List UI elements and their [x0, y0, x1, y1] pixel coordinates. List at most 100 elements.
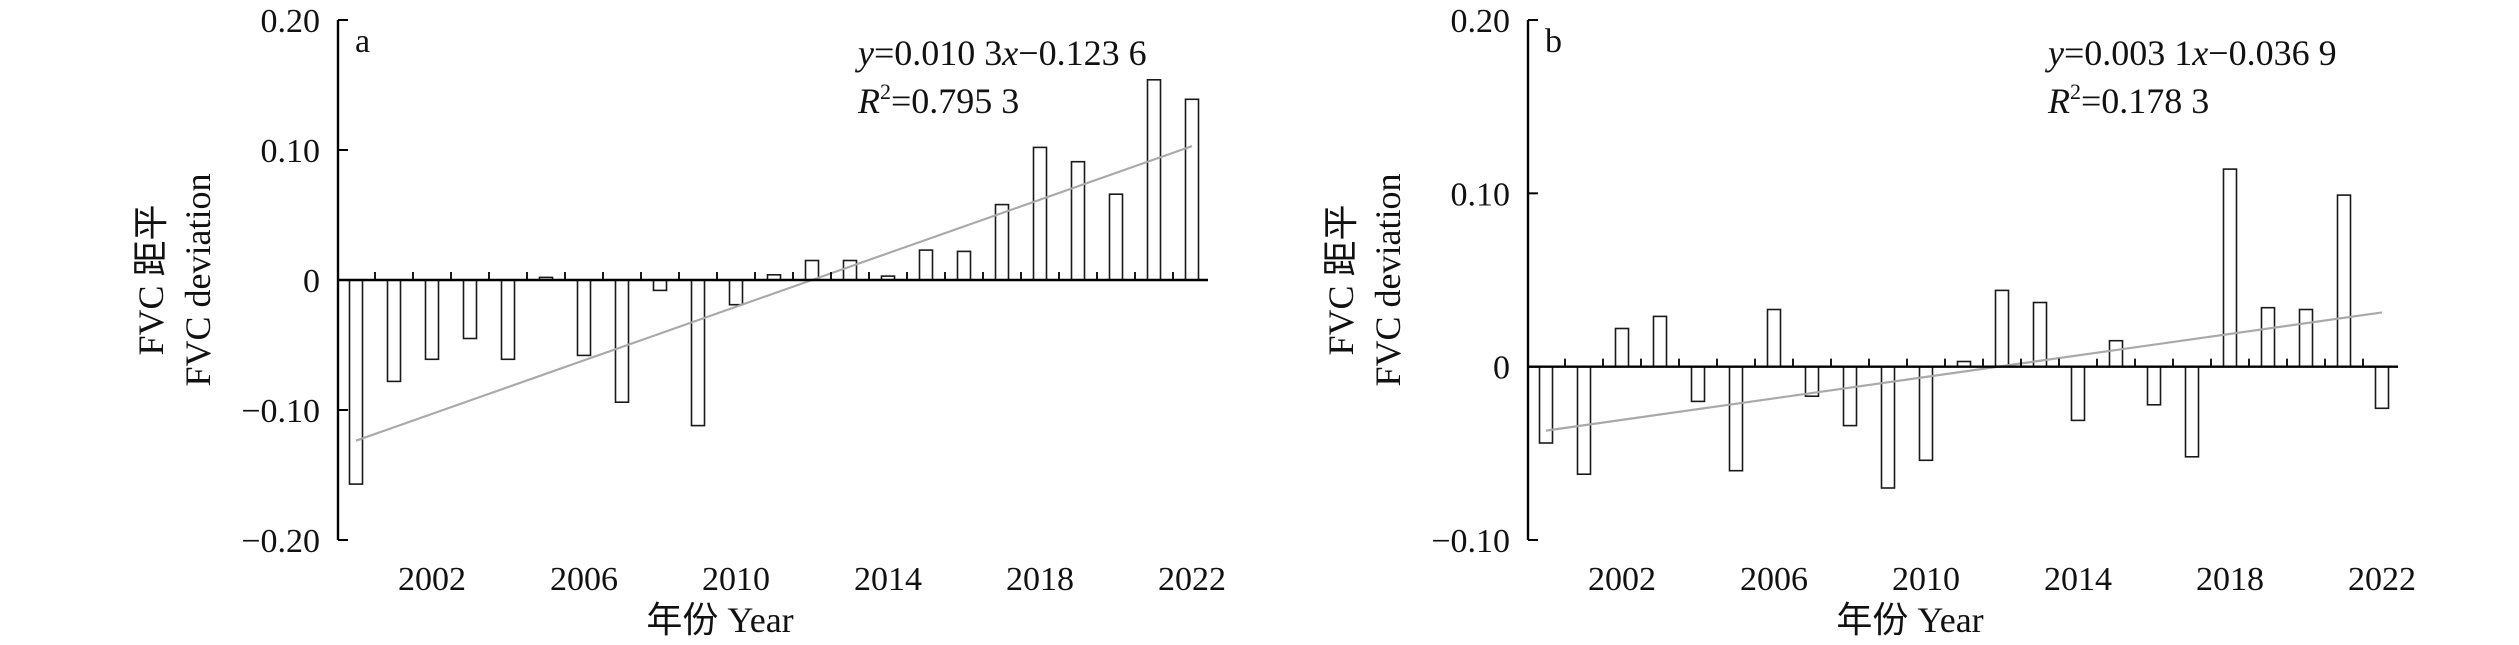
- panel-a-bar-2009: [690, 279, 706, 427]
- panel-b-y-tick-labels: −0.10 0 0.10 0.20: [1431, 3, 1510, 560]
- panel-b-eq-slope: =0.003 1: [2064, 33, 2192, 73]
- panel-a-bar-2016: [956, 250, 972, 281]
- panel-a-y-tick-label: −0.20: [241, 523, 320, 560]
- panel-a-bar-2018: [1032, 146, 1048, 281]
- panel-b-bar-2022: [2374, 365, 2390, 410]
- panel-b-label: b: [1545, 23, 1562, 60]
- panel-b-xlabel: 年份 Year: [1836, 600, 1983, 640]
- panel-b-y-tick-label: −0.10: [1431, 523, 1510, 560]
- panel-a-bar-2007: [614, 279, 630, 403]
- panel-a-bar-2015: [918, 249, 934, 281]
- panel-a-bar-2001: [386, 279, 402, 383]
- panel-a-bar-2000: [348, 279, 364, 485]
- panel-b-bar-2015: [2108, 339, 2124, 368]
- panel-a-r2: R2=0.795 3: [857, 79, 1019, 121]
- panel-b-bar-2000: [1538, 365, 1554, 444]
- panel-b-x-tick-label: 2002: [1588, 561, 1656, 598]
- panel-b-bar-2021: [2336, 194, 2352, 368]
- panel-b-y-tick-label: 0.10: [1451, 176, 1511, 213]
- panel-b-bar-2008: [1842, 365, 1858, 427]
- panel-b-x-tick-label: 2014: [2044, 561, 2112, 598]
- panel-a-bar-2022: [1184, 98, 1200, 281]
- panel-b-bar-2012: [1994, 289, 2010, 368]
- panel-a-bar-2004: [500, 279, 516, 361]
- panel-b-r2-value: =0.178 3: [2081, 81, 2209, 121]
- panel-b-bar-2010: [1918, 365, 1934, 462]
- panel-b-ylabel-cn: FVC 距平: [1321, 204, 1361, 355]
- panel-a-bar-2012: [804, 259, 820, 281]
- panel-a-y-tick-label: 0.10: [261, 133, 321, 170]
- panel-a-bar-2010: [728, 279, 744, 306]
- panel-b-bar-2016: [2146, 365, 2162, 406]
- panel-a-x-tick-label: 2010: [702, 561, 770, 598]
- panel-a: −0.20 −0.10 0 0.10 0.20 2002 2006 2010 2014 2018…: [131, 3, 1226, 640]
- panel-a-y-tick-label: −0.10: [241, 393, 320, 430]
- panel-b-bar-2014: [2070, 365, 2086, 422]
- panel-b-x-tick-labels: 2002 2006 2010 2014 2018 2022: [1588, 561, 2416, 598]
- panel-a-y-tick-label: 0.20: [261, 3, 321, 40]
- panel-a-trend-line: [355, 145, 1193, 442]
- panel-b-r2-sup: 2: [2070, 79, 2081, 104]
- panel-a-bars: [348, 79, 1200, 485]
- panel-b-x-tick-label: 2018: [2196, 561, 2264, 598]
- panel-b-bar-2001: [1576, 365, 1592, 476]
- panel-a-eq-y: y: [855, 33, 874, 73]
- panel-a-y-ticks: [338, 19, 348, 541]
- panel-b-eq-y: y: [2045, 33, 2064, 73]
- panel-b-y-ticks: [1528, 19, 1538, 541]
- panel-b-bar-2017: [2184, 365, 2200, 458]
- panel-b-ylabel-en: FVC deviation: [1368, 174, 1408, 387]
- panel-a-eq-x: x: [1001, 33, 1018, 73]
- panel-b-x-tick-label: 2022: [2348, 561, 2416, 598]
- panel-b-r2-r: R: [2047, 81, 2070, 121]
- panel-a-y-tick-label: 0: [303, 263, 320, 300]
- panel-a-x-tick-label: 2022: [1158, 561, 1226, 598]
- panel-b-x-tick-label: 2010: [1892, 561, 1960, 598]
- panel-a-bar-2002: [424, 279, 440, 361]
- panel-b-bar-2006: [1766, 308, 1782, 368]
- panel-b-equation: y=0.003 1x−0.036 9: [2045, 33, 2337, 73]
- panel-a-x-tick-label: 2002: [398, 561, 466, 598]
- panel-b-eq-intercept: −0.036 9: [2208, 33, 2336, 73]
- panel-a-xlabel: 年份 Year: [646, 600, 793, 640]
- panel-b-bar-2013: [2032, 301, 2048, 368]
- panel-b-x-tick-label: 2006: [1740, 561, 1808, 598]
- panel-b-y-tick-label: 0: [1493, 350, 1510, 387]
- panel-b-x-ticks: [1564, 358, 2364, 367]
- panel-a-bar-2013: [842, 259, 858, 281]
- panel-a-bar-2008: [652, 279, 668, 292]
- panel-a-x-tick-labels: 2002 2006 2010 2014 2018 2022: [398, 561, 1226, 598]
- panel-a-equation: y=0.010 3x−0.123 6: [855, 33, 1147, 73]
- panel-a-r2-r: R: [857, 81, 880, 121]
- panel-a-bar-2006: [576, 279, 592, 357]
- panel-a-ylabel-cn: FVC 距平: [131, 204, 171, 355]
- panel-b-y-tick-label: 0.20: [1451, 3, 1511, 40]
- panel-a-eq-slope: =0.010 3: [874, 33, 1002, 73]
- panel-a-y-tick-labels: −0.20 −0.10 0 0.10 0.20: [241, 3, 320, 560]
- panel-a-bar-2019: [1070, 160, 1086, 281]
- panel-a-eq-intercept: −0.123 6: [1018, 33, 1146, 73]
- panel-b-trend-line: [1545, 311, 2383, 432]
- panel-a-bar-2003: [462, 279, 478, 340]
- panel-b-bar-2009: [1880, 365, 1896, 489]
- panel-a-label: a: [355, 23, 370, 60]
- panel-a-x-ticks: [374, 272, 1174, 280]
- panel-b-bar-2002: [1614, 327, 1630, 368]
- panel-b-bar-2018: [2222, 168, 2238, 368]
- panel-a-r2-value: =0.795 3: [891, 81, 1019, 121]
- panel-b-bar-2019: [2260, 306, 2276, 368]
- panel-a-x-tick-label: 2006: [550, 561, 618, 598]
- panel-b-bar-2005: [1728, 365, 1744, 472]
- panel-a-x-tick-label: 2014: [854, 561, 922, 598]
- panel-a-x-tick-label: 2018: [1006, 561, 1074, 598]
- panel-b-bar-2004: [1690, 365, 1706, 403]
- panel-a-ylabel-en: FVC deviation: [178, 174, 218, 387]
- panel-a-bar-2020: [1108, 193, 1124, 281]
- panel-a-r2-sup: 2: [880, 79, 891, 104]
- panel-b-bar-2003: [1652, 315, 1668, 368]
- panel-b-r2: R2=0.178 3: [2047, 79, 2209, 121]
- panel-b-eq-x: x: [2191, 33, 2208, 73]
- panel-a-bar-2021: [1146, 79, 1162, 281]
